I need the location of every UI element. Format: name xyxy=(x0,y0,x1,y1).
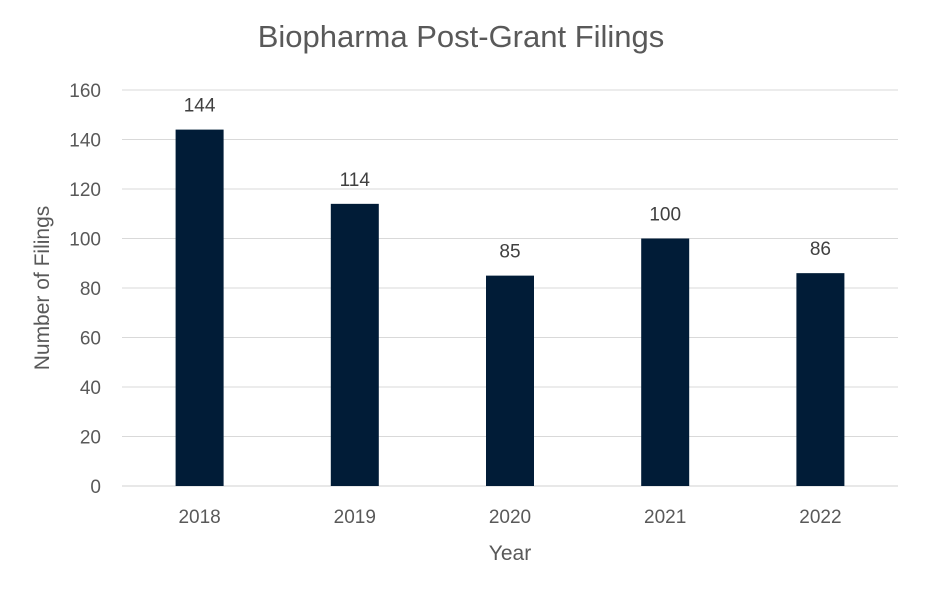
y-tick-label: 80 xyxy=(80,279,101,300)
x-tick-label-2020: 2020 xyxy=(489,507,531,528)
y-tick-label: 140 xyxy=(69,131,101,152)
data-label-2018: 144 xyxy=(184,96,216,117)
y-tick-label: 120 xyxy=(69,180,101,201)
data-label-2020: 85 xyxy=(499,242,520,263)
x-tick-label-2018: 2018 xyxy=(178,507,220,528)
x-axis-title: Year xyxy=(489,542,531,565)
y-axis-title: Number of Filings xyxy=(31,206,54,371)
y-tick-label: 40 xyxy=(80,378,101,399)
y-tick-label: 100 xyxy=(69,230,101,251)
bar-2022 xyxy=(796,273,845,486)
data-label-2021: 100 xyxy=(649,205,681,226)
x-tick-label-2019: 2019 xyxy=(334,507,376,528)
bar-2021 xyxy=(641,238,690,486)
chart-title: Biopharma Post-Grant Filings xyxy=(258,19,665,54)
bar-2020 xyxy=(486,275,534,486)
data-label-2022: 86 xyxy=(810,239,831,260)
y-tick-label: 60 xyxy=(80,329,101,350)
bar-2019 xyxy=(330,203,379,486)
x-tick-label-2022: 2022 xyxy=(799,507,841,528)
y-tick-label: 160 xyxy=(69,81,101,102)
x-tick-label-2021: 2021 xyxy=(644,507,686,528)
y-axis-tick-labels: 0 20 40 60 80 100 120 140 160 xyxy=(69,81,101,498)
data-label-2019: 114 xyxy=(340,170,371,191)
bars xyxy=(175,129,845,486)
data-labels: 144 114 85 100 86 xyxy=(184,96,831,263)
bar-2018 xyxy=(175,129,224,486)
x-axis-tick-labels: 2018 2019 2020 2021 2022 xyxy=(178,507,841,528)
y-tick-label: 20 xyxy=(80,428,101,449)
y-tick-label: 0 xyxy=(90,477,101,498)
